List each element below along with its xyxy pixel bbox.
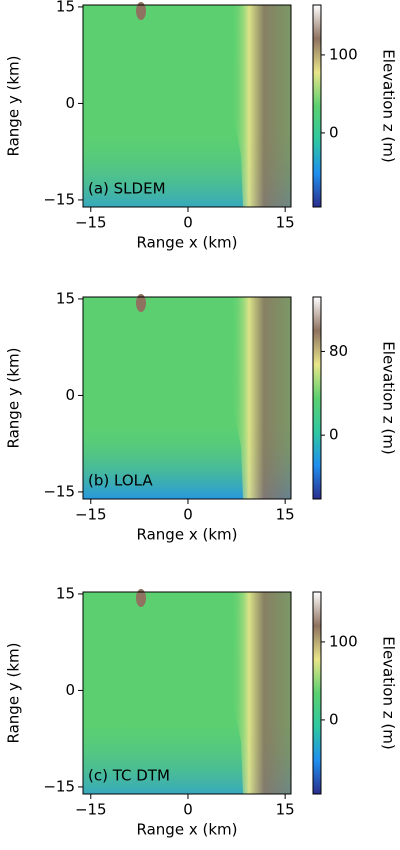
- y-axis-label: Range y (km): [5, 56, 23, 157]
- heatmap-crater: [136, 294, 146, 312]
- x-tick-label: 15: [276, 506, 295, 524]
- x-axis-label: Range x (km): [137, 821, 238, 839]
- panel: −15 0 15 −15 0 15 (a) SLDEM Range x (km) Range y…: [5, 0, 398, 252]
- heatmap-crater: [136, 589, 146, 607]
- y-tick-label: 15: [56, 584, 75, 602]
- colorbar-label: Elevation z (m): [380, 636, 398, 749]
- colorbar: [312, 4, 322, 208]
- y-tick-label: 15: [56, 289, 75, 307]
- frame: [82, 296, 292, 500]
- annotation: (c) TC DTM: [88, 767, 170, 785]
- x-tick-label: 15: [276, 801, 295, 819]
- x-tick-label: 0: [183, 214, 193, 232]
- colorbar-tick-label: 80: [329, 342, 348, 360]
- colorbar: [312, 591, 322, 795]
- heatmap-high-region: [231, 592, 291, 794]
- colorbar-label: Elevation z (m): [380, 341, 398, 454]
- heatmap-high-region: [231, 5, 291, 207]
- colorbar-tick-label: 0: [329, 710, 339, 728]
- x-tick-label: −15: [75, 506, 107, 524]
- x-tick-label: −15: [75, 214, 107, 232]
- y-tick-label: −15: [43, 482, 75, 500]
- annotation: (a) SLDEM: [88, 180, 166, 198]
- colorbar-tick-label: 100: [329, 632, 358, 650]
- y-axis-label: Range y (km): [5, 348, 23, 449]
- colorbar-label: Elevation z (m): [380, 49, 398, 162]
- x-tick-label: 0: [183, 801, 193, 819]
- y-tick-label: 0: [65, 386, 75, 404]
- y-tick-label: −15: [43, 777, 75, 795]
- y-tick-label: 0: [65, 94, 75, 112]
- y-tick-label: 15: [56, 0, 75, 15]
- panel: −15 0 15 −15 0 15 (b) LOLA Range x (km) Range y …: [5, 289, 398, 543]
- y-tick-label: −15: [43, 190, 75, 208]
- heatmap-crater: [136, 2, 146, 20]
- y-axis-label: Range y (km): [5, 643, 23, 744]
- x-tick-label: 0: [183, 506, 193, 524]
- colorbar-tick-label: 0: [329, 123, 339, 141]
- x-axis-label: Range x (km): [137, 526, 238, 544]
- annotation: (b) LOLA: [88, 472, 153, 490]
- colorbar: [312, 296, 322, 500]
- colorbar-tick-label: 100: [329, 45, 358, 63]
- heatmap-high-region: [231, 297, 291, 499]
- y-tick-label: 0: [65, 681, 75, 699]
- frame: [82, 4, 292, 208]
- panel: −15 0 15 −15 0 15 (c) TC DTM Range x (km) Range …: [5, 584, 398, 838]
- x-axis-label: Range x (km): [137, 234, 238, 252]
- colorbar-tick-label: 0: [329, 426, 339, 444]
- x-tick-label: −15: [75, 801, 107, 819]
- frame: [82, 591, 292, 795]
- x-tick-label: 15: [276, 214, 295, 232]
